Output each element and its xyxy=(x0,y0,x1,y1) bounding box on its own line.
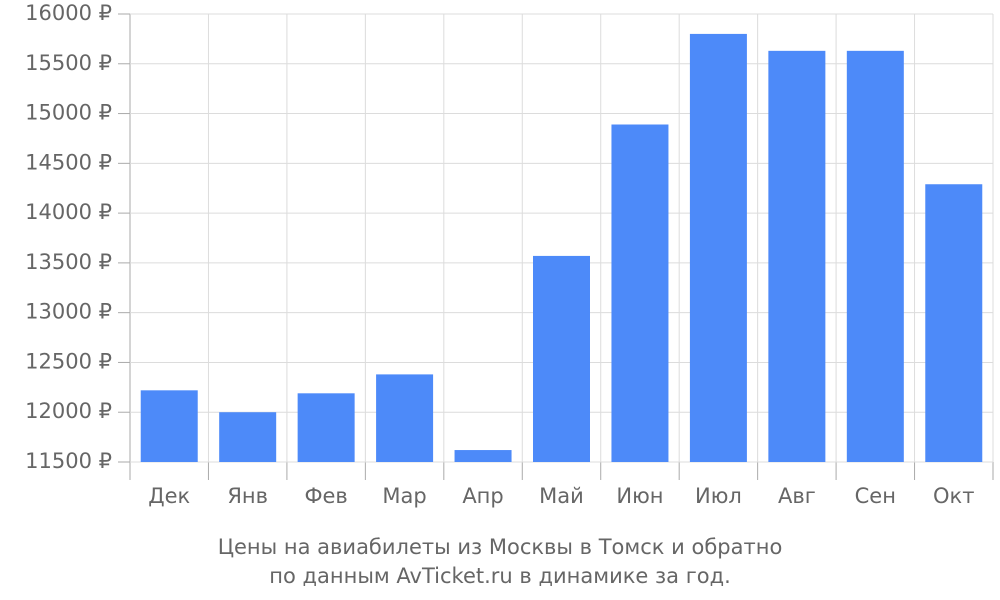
x-tick-label: Окт xyxy=(933,484,974,508)
bar xyxy=(611,124,669,463)
bar xyxy=(219,412,277,462)
y-tick-label: 13500 ₽ xyxy=(25,250,112,274)
x-tick-label: Мар xyxy=(382,484,426,508)
bar xyxy=(846,50,904,462)
bar xyxy=(533,255,590,462)
x-tick-label: Сен xyxy=(855,484,896,508)
chart-title: Цены на авиабилеты из Москвы в Томск и о… xyxy=(218,535,783,559)
bar xyxy=(925,184,983,463)
bar xyxy=(768,50,826,462)
x-tick-label: Янв xyxy=(227,484,268,508)
y-tick-label: 11500 ₽ xyxy=(25,449,112,473)
x-tick-label: Дек xyxy=(148,484,190,508)
y-tick-label: 14000 ₽ xyxy=(25,200,112,224)
x-tick-label: Май xyxy=(539,484,584,508)
y-tick-label: 12500 ₽ xyxy=(25,349,112,373)
y-tick-label: 12000 ₽ xyxy=(25,399,112,423)
bar xyxy=(140,390,198,462)
x-tick-label: Фев xyxy=(304,484,347,508)
y-tick-label: 14500 ₽ xyxy=(25,150,112,174)
bar xyxy=(297,393,355,462)
x-tick-label: Июл xyxy=(695,484,742,508)
bar xyxy=(376,374,434,462)
y-tick-label: 15000 ₽ xyxy=(25,101,112,125)
bar xyxy=(454,450,512,462)
y-tick-label: 15500 ₽ xyxy=(25,51,112,75)
y-tick-label: 13000 ₽ xyxy=(25,300,112,324)
x-tick-label: Апр xyxy=(462,484,503,508)
chart-subtitle: по данным AvTicket.ru в динамике за год. xyxy=(269,564,731,588)
x-tick-label: Июн xyxy=(616,484,663,508)
x-tick-label: Авг xyxy=(778,484,816,508)
bar xyxy=(689,33,747,463)
y-tick-label: 16000 ₽ xyxy=(25,1,112,25)
